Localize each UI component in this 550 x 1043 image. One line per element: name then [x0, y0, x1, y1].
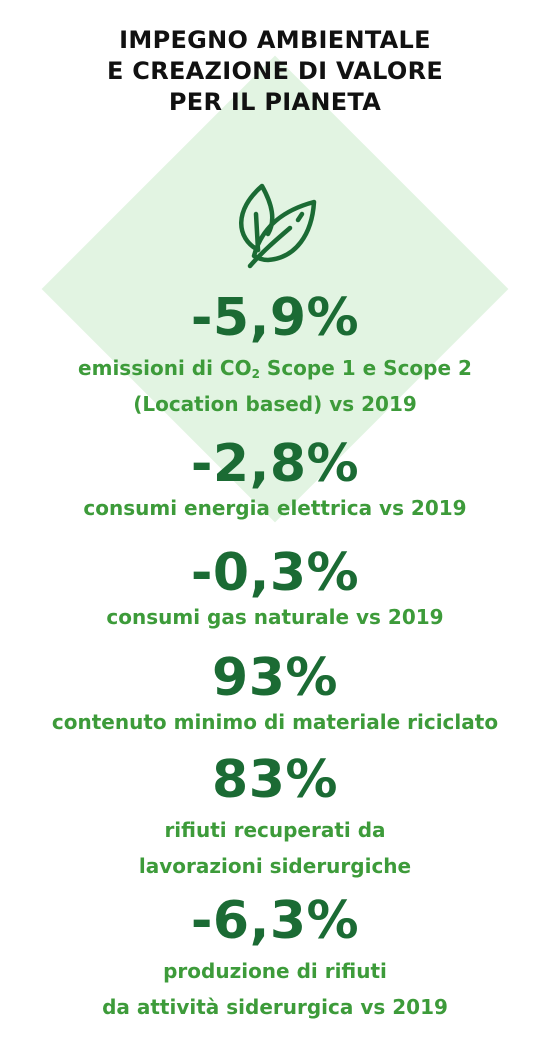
metric-description: rifiuti recuperati da	[164, 818, 386, 842]
title-line-2: E CREAZIONE DI VALORE	[106, 57, 444, 85]
desc-text: Scope 1 e Scope 2	[259, 356, 472, 380]
page-title: IMPEGNO AMBIENTALE E CREAZIONE DI VALORE…	[0, 25, 550, 118]
desc-text: emissioni di CO	[78, 356, 252, 380]
metric-value: 83%	[212, 750, 338, 810]
metric-description-line2: lavorazioni siderurgiche	[138, 854, 412, 878]
metric-value: 93%	[212, 648, 338, 708]
metric-description: emissioni di CO2 Scope 1 e Scope 2	[0, 350, 550, 386]
leaves-icon	[239, 183, 317, 269]
metric-value: -5,9%	[190, 288, 360, 348]
metric-description: consumi gas naturale vs 2019	[106, 605, 444, 629]
metric-description: contenuto minimo di materiale riciclato	[51, 710, 499, 734]
metric-description: produzione di rifiuti	[163, 959, 387, 983]
title-line-1: IMPEGNO AMBIENTALE	[119, 26, 431, 54]
metric-natural-gas: -0,3% consumi gas naturale vs 2019	[0, 545, 550, 635]
desc-subscript: 2	[251, 367, 260, 381]
metric-value: -2,8%	[190, 434, 360, 494]
metric-co2-emissions: -5,9% emissioni di CO2 Scope 1 e Scope 2…	[0, 290, 550, 422]
metric-description: consumi energia elettrica vs 2019	[83, 496, 467, 520]
metric-description-line2: (Location based) vs 2019	[133, 392, 417, 416]
metric-waste-production: -6,3% produzione di rifiuti da attività …	[0, 893, 550, 1025]
metric-recycled-content: 93% contenuto minimo di materiale ricicl…	[0, 650, 550, 740]
title-line-3: PER IL PIANETA	[168, 88, 382, 116]
metric-description-line2: da attività siderurgica vs 2019	[102, 995, 448, 1019]
metric-value: -6,3%	[190, 891, 360, 951]
metric-electricity: -2,8% consumi energia elettrica vs 2019	[0, 436, 550, 526]
metric-recovered-waste: 83% rifiuti recuperati da lavorazioni si…	[0, 752, 550, 884]
metric-value: -0,3%	[190, 543, 360, 603]
